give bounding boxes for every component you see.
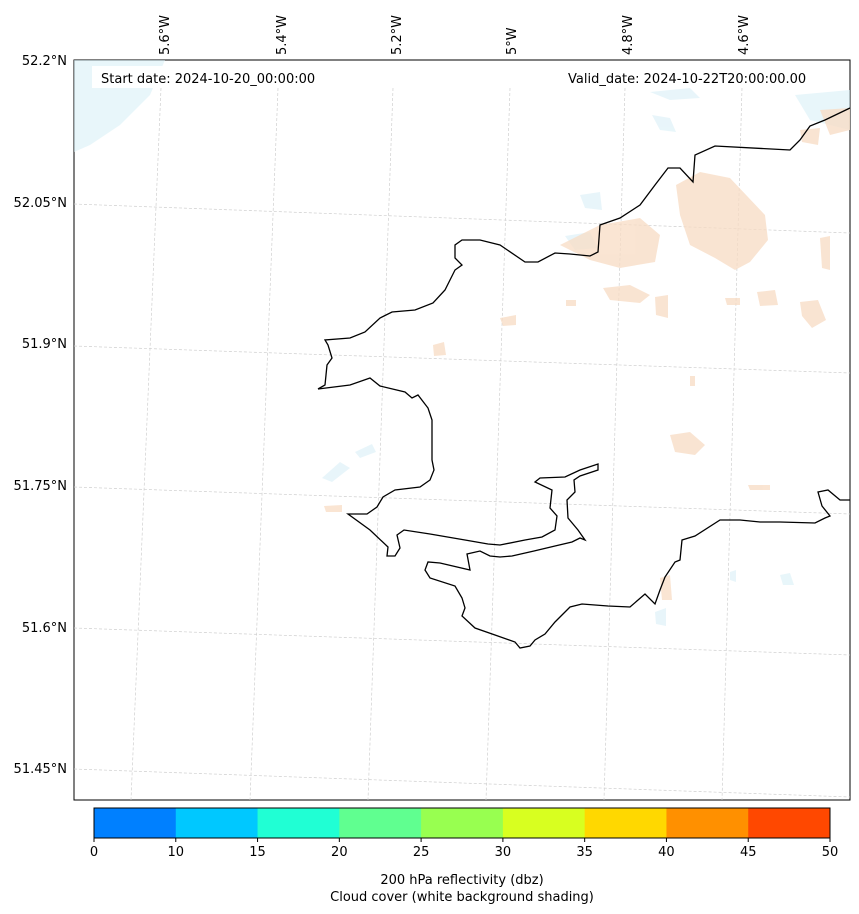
valid-date-box: Valid_date: 2024-10-22T20:00:00.00 bbox=[560, 66, 832, 88]
colorbar-tick-label: 20 bbox=[331, 845, 348, 860]
colorbar-swatch bbox=[421, 808, 504, 838]
map-frame bbox=[73, 59, 851, 801]
colorbar-tick-label: 35 bbox=[576, 845, 593, 860]
colorbar-tick-label: 15 bbox=[249, 845, 266, 860]
colorbar-tick-label: 30 bbox=[495, 845, 512, 860]
lon-label: 5.2°W bbox=[390, 15, 405, 55]
lon-label: 5.4°W bbox=[275, 15, 290, 55]
lon-label: 5.6°W bbox=[158, 15, 173, 55]
map-panel: Start date: 2024-10-20_00:00:00 Valid_da… bbox=[73, 59, 851, 801]
colorbar-tick-label: 45 bbox=[740, 845, 757, 860]
colorbar-tick-label: 40 bbox=[658, 845, 675, 860]
colorbar-outline bbox=[93, 807, 831, 839]
colorbar-swatch bbox=[339, 808, 422, 838]
colorbar-swatch bbox=[502, 808, 586, 838]
lat-label: 51.75°N bbox=[14, 479, 67, 494]
lon-label: 4.8°W bbox=[621, 15, 636, 55]
valid-date-label: Valid_date: 2024-10-22T20:00:00.00 bbox=[568, 72, 806, 87]
colorbar: 0 10 15 20 25 30 35 40 45 50 200 hPa reflectivity… bbox=[90, 807, 838, 905]
colorbar-swatch bbox=[94, 808, 177, 838]
lon-label: 4.6°W bbox=[737, 15, 752, 55]
colorbar-label-line1: 200 hPa reflectivity (dbz) bbox=[380, 873, 543, 888]
colorbar-swatch bbox=[257, 808, 340, 838]
colorbar-tick-label: 50 bbox=[822, 845, 839, 860]
lon-labels: 5.6°W 5.4°W 5.2°W 5°W 4.8°W 4.6°W bbox=[158, 15, 752, 55]
start-date-box: Start date: 2024-10-20_00:00:00 bbox=[92, 66, 336, 88]
coastline bbox=[317, 107, 851, 649]
colorbar-tick-label: 0 bbox=[90, 845, 98, 860]
colorbar-swatch bbox=[175, 808, 259, 838]
colorbar-swatch bbox=[584, 808, 667, 838]
lat-labels: 52.2°N 52.05°N 51.9°N 51.75°N 51.6°N 51.… bbox=[14, 54, 67, 777]
colorbar-tick-label: 25 bbox=[413, 845, 430, 860]
start-date-label: Start date: 2024-10-20_00:00:00 bbox=[101, 72, 315, 87]
lon-label: 5°W bbox=[505, 27, 520, 55]
lat-label: 51.6°N bbox=[22, 621, 67, 636]
colorbar-swatches bbox=[94, 808, 831, 838]
reflectivity-contours bbox=[324, 108, 850, 600]
lat-label: 52.05°N bbox=[14, 196, 67, 211]
colorbar-swatch bbox=[748, 808, 831, 838]
colorbar-tick-label: 10 bbox=[168, 845, 185, 860]
colorbar-ticks: 0 10 15 20 25 30 35 40 45 50 bbox=[90, 838, 838, 860]
lat-label: 52.2°N bbox=[22, 54, 67, 69]
lat-label: 51.9°N bbox=[22, 337, 67, 352]
colorbar-swatch bbox=[666, 808, 749, 838]
colorbar-label-line2: Cloud cover (white background shading) bbox=[330, 890, 594, 905]
lat-label: 51.45°N bbox=[14, 762, 67, 777]
